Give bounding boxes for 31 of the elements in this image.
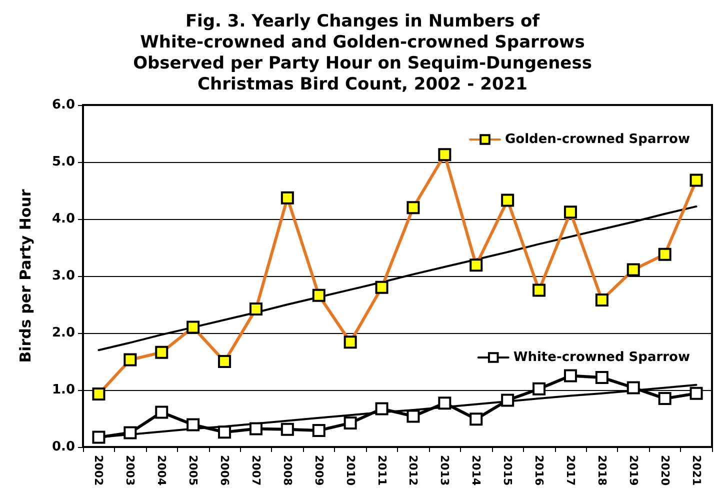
x-tick-label: 2013 [438, 455, 452, 486]
x-tick-label: 2020 [658, 455, 672, 486]
y-tick-label: 2.0 [52, 326, 75, 340]
legend-label: White-crowned Sparrow [513, 350, 690, 365]
x-tick-label: 2007 [249, 455, 262, 486]
x-tick-label: 2011 [375, 455, 388, 486]
x-tick-label: 2012 [406, 455, 420, 486]
x-tick-label: 2018 [595, 455, 608, 486]
x-tick-label: 2016 [532, 455, 546, 486]
chart-title: Fig. 3. Yearly Changes in Numbers of White-crowned and Golden-crowned Sparrows Observed per Party Hour on Sequim-Dungeness Christmas Bird Count, 2002 - 2021 [133, 12, 592, 94]
x-tick-label: 2006 [218, 455, 232, 486]
x-tick-label: 2004 [155, 455, 168, 486]
x-tick-label: 2010 [344, 455, 357, 486]
y-tick-label: 6.0 [52, 98, 75, 112]
legend-label: Golden-crowned Sparrow [505, 132, 690, 147]
y-tick-label: 4.0 [52, 212, 75, 226]
x-tick-label: 2005 [186, 455, 200, 486]
y-tick-label: 1.0 [52, 382, 75, 398]
x-tick-label: 2003 [124, 455, 137, 486]
y-tick-label: 0.0 [52, 440, 75, 454]
y-tick-label: 3.0 [52, 268, 75, 284]
x-tick-label: 2009 [312, 455, 326, 486]
x-tick-label: 2002 [92, 455, 106, 486]
x-tick-label: 2015 [501, 455, 514, 486]
x-tick-label: 2014 [470, 455, 483, 486]
x-tick-label: 2021 [690, 455, 703, 486]
x-tick-label: 2019 [626, 455, 640, 486]
x-tick-label: 2008 [280, 455, 294, 486]
x-tick-label: 2017 [564, 455, 577, 486]
y-tick-label: 5.0 [52, 154, 75, 170]
y-axis-title: Birds per Party Hour [16, 188, 34, 363]
